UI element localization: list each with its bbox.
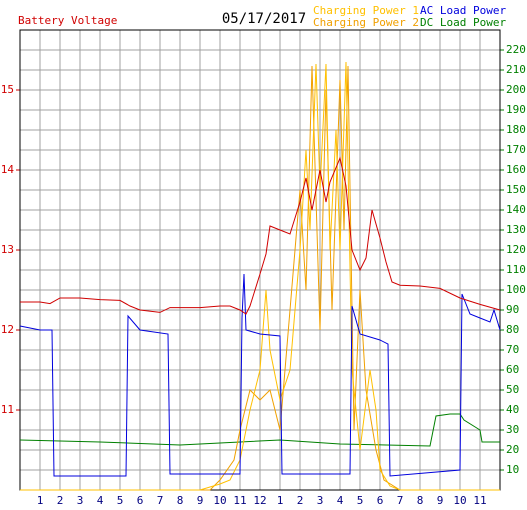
y2-tick-label: 210 — [506, 63, 526, 76]
y2-tick-label: 170 — [506, 143, 526, 156]
series-line — [20, 65, 500, 491]
x-tick-label: 1 — [277, 494, 284, 507]
y-tick-label: 14 — [1, 163, 15, 176]
x-tick-label: 2 — [297, 494, 304, 507]
x-tick-label: 7 — [157, 494, 164, 507]
legend-label: DC Load Power — [420, 16, 506, 29]
x-tick-label: 4 — [337, 494, 344, 507]
x-tick-label: 7 — [397, 494, 404, 507]
y-tick-label: 15 — [1, 83, 14, 96]
y-tick-label: 13 — [1, 243, 14, 256]
y2-tick-label: 110 — [506, 263, 526, 276]
x-tick-label: 8 — [177, 494, 184, 507]
y2-tick-label: 130 — [506, 223, 526, 236]
x-tick-label: 4 — [97, 494, 104, 507]
y2-tick-label: 30 — [506, 423, 519, 436]
y-tick-label: 12 — [1, 323, 14, 336]
series-line — [20, 156, 501, 315]
y2-tick-label: 70 — [506, 343, 519, 356]
legend-label: Charging Power 1 — [313, 4, 419, 17]
x-tick-label: 2 — [57, 494, 64, 507]
series-line — [19, 273, 501, 477]
y2-tick-label: 150 — [506, 183, 526, 196]
y2-tick-label: 20 — [506, 443, 519, 456]
x-tick-label: 11 — [473, 494, 486, 507]
y2-tick-label: 200 — [506, 83, 526, 96]
y2-tick-label: 60 — [506, 363, 519, 376]
series-line — [19, 413, 500, 447]
y2-tick-label: 10 — [506, 463, 519, 476]
chart-title: 05/17/2017 — [222, 11, 306, 27]
y2-tick-label: 140 — [506, 203, 526, 216]
legend-label: Charging Power 2 — [313, 16, 419, 29]
plot-frame — [19, 29, 501, 491]
x-tick-label: 5 — [117, 494, 124, 507]
x-tick-label: 10 — [213, 494, 226, 507]
x-tick-label: 1 — [37, 494, 44, 507]
x-tick-label: 9 — [197, 494, 204, 507]
x-tick-label: 11 — [233, 494, 246, 507]
x-tick-label: 6 — [137, 494, 144, 507]
y2-tick-label: 90 — [506, 303, 519, 316]
y2-tick-label: 100 — [506, 283, 526, 296]
y2-tick-label: 160 — [506, 163, 526, 176]
y-tick-label: 11 — [1, 403, 14, 416]
x-tick-label: 8 — [417, 494, 424, 507]
y-axis-label: Battery Voltage — [18, 14, 117, 27]
x-tick-label: 6 — [377, 494, 384, 507]
x-tick-label: 3 — [77, 494, 84, 507]
y2-tick-label: 40 — [506, 403, 519, 416]
y2-tick-label: 220 — [506, 43, 526, 56]
x-tick-label: 10 — [453, 494, 466, 507]
series-line — [20, 61, 500, 491]
x-tick-label: 9 — [437, 494, 444, 507]
x-tick-label: 3 — [317, 494, 324, 507]
y2-tick-label: 120 — [506, 243, 526, 256]
y2-tick-label: 190 — [506, 103, 526, 116]
legend-label: AC Load Power — [420, 4, 506, 17]
y2-tick-label: 180 — [506, 123, 526, 136]
x-tick-label: 12 — [253, 494, 266, 507]
y2-tick-label: 80 — [506, 323, 519, 336]
y2-tick-label: 50 — [506, 383, 519, 396]
x-tick-label: 5 — [357, 494, 364, 507]
